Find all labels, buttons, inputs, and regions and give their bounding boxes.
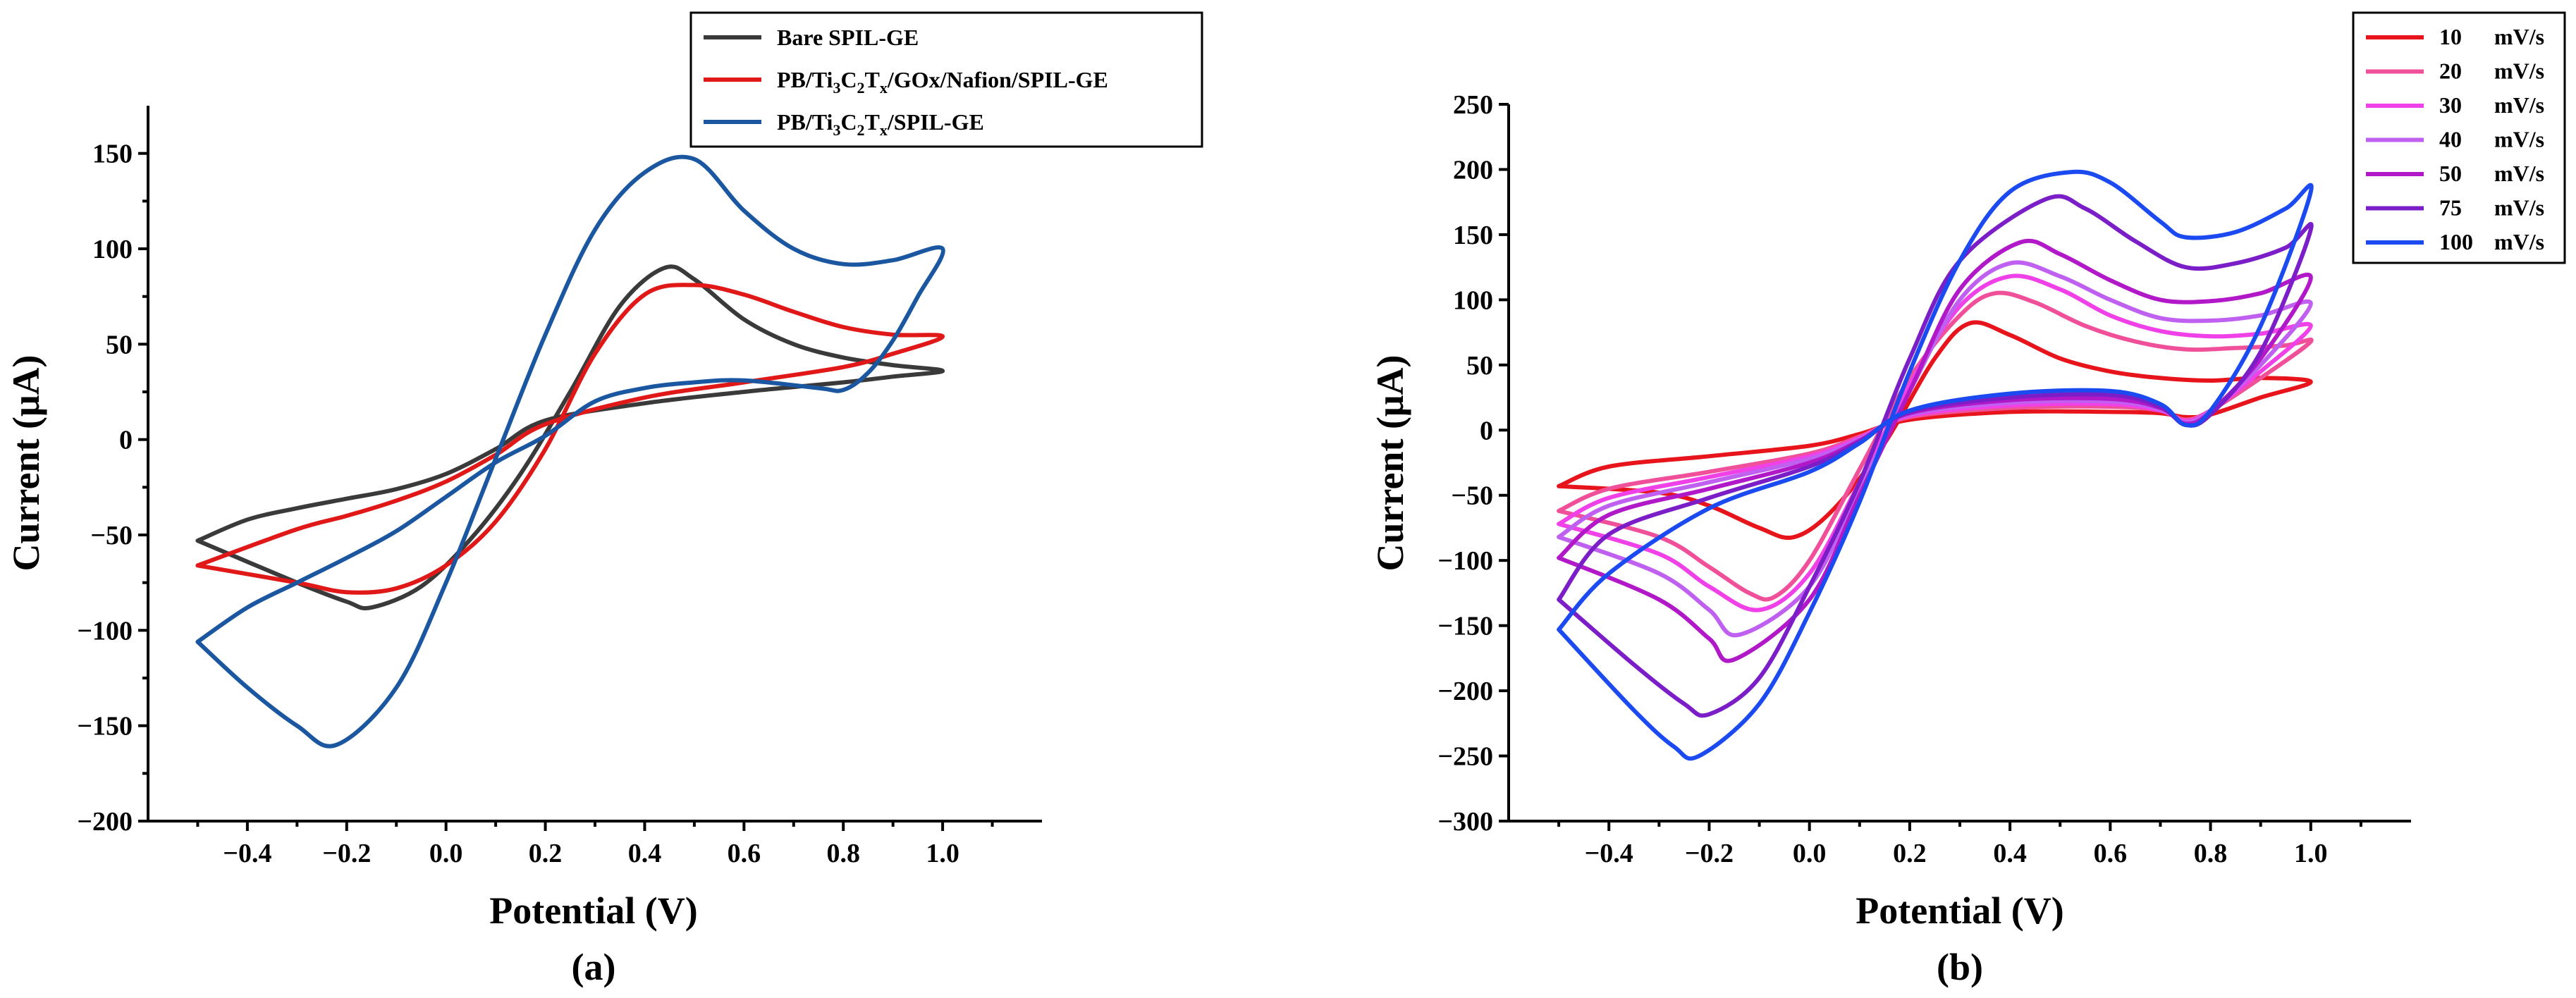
panel-label: (b) bbox=[1937, 946, 1983, 988]
legend-entry: PB/Ti3C2Tx/SPIL-GE bbox=[777, 109, 984, 139]
x-tick-label: 0.8 bbox=[826, 839, 860, 868]
x-tick-label: 1.0 bbox=[926, 839, 959, 868]
series-line bbox=[1557, 194, 2314, 718]
y-tick-label: −150 bbox=[77, 712, 133, 741]
y-tick-label: −50 bbox=[90, 521, 133, 550]
legend: 10 mV/s 20 mV/s 30 mV/s 40 mV/s 50 mV/s 75 mV/s 100 m… bbox=[2352, 11, 2566, 264]
y-tick-label: −100 bbox=[77, 616, 133, 646]
legend-unit: mV/s bbox=[2494, 195, 2544, 221]
y-tick-label: −150 bbox=[1437, 612, 1493, 641]
x-axis-title: Potential (V) bbox=[489, 889, 697, 932]
legend-unit: mV/s bbox=[2494, 127, 2544, 152]
legend-frame bbox=[689, 11, 1203, 148]
x-tick-label: 0.6 bbox=[728, 839, 761, 868]
x-tick-label: 0.4 bbox=[1993, 839, 2027, 868]
x-tick-label: 0.8 bbox=[2194, 839, 2228, 868]
legend-rate: 40 bbox=[2439, 127, 2462, 152]
series-line bbox=[1557, 169, 2314, 761]
y-tick-label: −50 bbox=[1451, 481, 1493, 511]
legend-entry-part: 2 bbox=[857, 79, 865, 97]
legend-entry-part: 3 bbox=[833, 79, 840, 97]
legend-entry-part: Bare SPIL-GE bbox=[777, 25, 919, 50]
legend-unit: mV/s bbox=[2494, 229, 2544, 254]
y-tick-label: 50 bbox=[1466, 351, 1493, 381]
y-tick-label: −100 bbox=[1437, 546, 1493, 576]
legend-rate: 20 bbox=[2439, 58, 2462, 84]
x-tick-label: 0.0 bbox=[1793, 839, 1827, 868]
legend-entry: PB/Ti3C2Tx/GOx/Nafion/SPIL-GE bbox=[777, 67, 1108, 97]
legend-unit: mV/s bbox=[2494, 92, 2544, 118]
y-tick-label: 100 bbox=[92, 235, 133, 264]
x-tick-label: 0.4 bbox=[628, 839, 662, 868]
series-line bbox=[1557, 260, 2313, 638]
legend-unit: mV/s bbox=[2494, 161, 2544, 186]
y-tick-label: −250 bbox=[1437, 742, 1493, 772]
series-line bbox=[195, 154, 945, 748]
x-tick-label: 1.0 bbox=[2294, 839, 2328, 868]
legend-entry-part: PB/Ti bbox=[777, 109, 833, 135]
legend-entry-part: PB/Ti bbox=[777, 67, 833, 92]
series-line bbox=[1557, 320, 2313, 540]
chart-panel-a: −0.4 −0.2 0.0 0.2 0.4 0.6 0.8 1.0 −200 −150 −100 −5… bbox=[5, 11, 1203, 988]
legend-rate: 50 bbox=[2439, 161, 2462, 186]
chart-panel-b: −0.4 −0.2 0.0 0.2 0.4 0.6 0.8 1.0 −300 −250 −200 −1… bbox=[1369, 11, 2566, 988]
legend-unit: mV/s bbox=[2494, 58, 2544, 84]
x-tick-label: −0.2 bbox=[1685, 839, 1734, 868]
panel-label: (a) bbox=[572, 946, 616, 988]
y-tick-label: 50 bbox=[106, 330, 133, 359]
x-axis-title: Potential (V) bbox=[1856, 889, 2063, 932]
legend-entry-part: /SPIL-GE bbox=[887, 109, 984, 135]
legend-rate: 30 bbox=[2439, 92, 2462, 118]
legend-entry-part: C bbox=[840, 109, 857, 135]
y-tick-label: 200 bbox=[1453, 155, 1493, 185]
y-tick-label: −300 bbox=[1437, 807, 1493, 837]
x-tick-label: 0.2 bbox=[1893, 839, 1927, 868]
legend-entry-part: 3 bbox=[833, 121, 840, 139]
y-tick-label: 150 bbox=[92, 140, 133, 169]
legend: Bare SPIL-GEPB/Ti3C2Tx/GOx/Nafion/SPIL-G… bbox=[689, 11, 1203, 148]
legend-entry-part: 2 bbox=[857, 121, 865, 139]
y-tick-label: −200 bbox=[1437, 677, 1493, 706]
legend-entry-part: /GOx/Nafion/SPIL-GE bbox=[887, 67, 1108, 92]
series-line bbox=[1557, 273, 2313, 612]
series-line bbox=[195, 283, 945, 595]
legend-entry-part: C bbox=[840, 67, 857, 92]
y-tick-label: 150 bbox=[1453, 221, 1493, 250]
y-tick-label: 250 bbox=[1453, 90, 1493, 120]
x-tick-label: 0.6 bbox=[2094, 839, 2128, 868]
x-tick-label: 0.0 bbox=[429, 839, 463, 868]
y-tick-label: −200 bbox=[77, 807, 133, 837]
y-tick-label: 0 bbox=[1480, 416, 1493, 445]
legend-entry-part: x bbox=[880, 121, 888, 139]
x-tick-label: −0.4 bbox=[223, 839, 271, 868]
legend-entry-part: T bbox=[865, 67, 880, 92]
legend-unit: mV/s bbox=[2494, 24, 2544, 49]
y-tick-label: 0 bbox=[119, 426, 133, 455]
legend-entry-part: x bbox=[880, 79, 888, 97]
x-tick-label: −0.4 bbox=[1585, 839, 1633, 868]
legend-entry: Bare SPIL-GE bbox=[777, 25, 919, 50]
y-axis-title: Current (μA) bbox=[1369, 355, 1411, 571]
legend-rate: 75 bbox=[2439, 195, 2462, 221]
legend-rate: 10 bbox=[2439, 24, 2462, 49]
x-tick-label: 0.2 bbox=[529, 839, 563, 868]
x-tick-label: −0.2 bbox=[322, 839, 371, 868]
series-line bbox=[195, 264, 945, 610]
y-tick-label: 100 bbox=[1453, 285, 1493, 315]
legend-rate: 100 bbox=[2439, 229, 2473, 254]
legend-entry-part: T bbox=[865, 109, 880, 135]
y-axis-title: Current (μA) bbox=[5, 355, 47, 571]
